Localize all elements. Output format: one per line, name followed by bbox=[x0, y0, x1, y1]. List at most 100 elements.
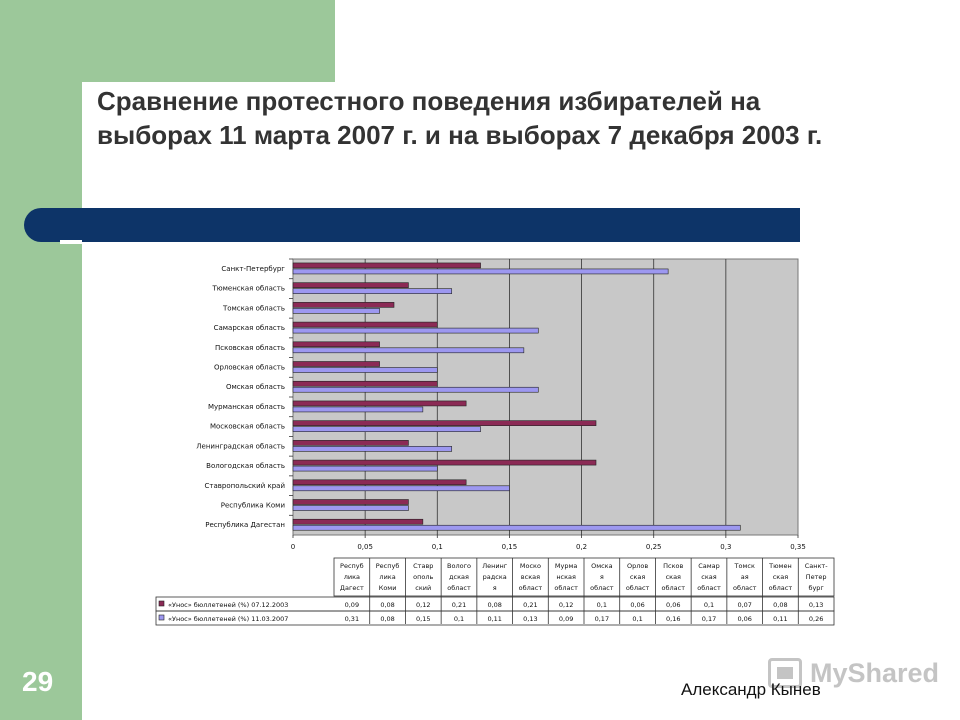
category-label: Санкт-Петербург bbox=[221, 265, 285, 273]
table-column-header: Волого bbox=[447, 562, 471, 570]
author-name: Александр Кынев bbox=[681, 680, 821, 699]
table-column-header: дская bbox=[449, 573, 469, 581]
table-cell: 0,11 bbox=[487, 615, 501, 623]
x-tick-label: 0,25 bbox=[646, 543, 662, 551]
table-cell: 0,07 bbox=[737, 601, 751, 609]
table-column-header: Дагест bbox=[340, 584, 364, 592]
table-column-header: област bbox=[733, 584, 757, 592]
table-column-header: Респуб bbox=[376, 562, 400, 570]
table-cell: 0,1 bbox=[704, 601, 714, 609]
table-column-header: Коми bbox=[379, 584, 397, 592]
table-cell: 0,08 bbox=[773, 601, 787, 609]
x-tick-label: 0,15 bbox=[502, 543, 518, 551]
table-column-header: област bbox=[554, 584, 578, 592]
bar-2007 bbox=[292, 485, 510, 492]
bar-2003 bbox=[292, 302, 395, 308]
table-cell: 0,1 bbox=[454, 615, 464, 623]
bar-2007 bbox=[292, 446, 453, 452]
title-band-notch bbox=[60, 240, 82, 244]
bar-2007 bbox=[292, 327, 539, 334]
table-cell: 0,21 bbox=[452, 601, 466, 609]
table-column-header: ская bbox=[666, 573, 681, 581]
bar-2003 bbox=[292, 341, 380, 348]
category-label: Республика Коми bbox=[221, 502, 285, 510]
bar-2003 bbox=[292, 499, 409, 505]
x-tick-label: 0 bbox=[291, 543, 295, 551]
category-label: Республика Дагестан bbox=[205, 521, 285, 529]
table-cell: 0,17 bbox=[702, 615, 716, 623]
bar-2003 bbox=[292, 440, 409, 446]
page-number: 29 bbox=[22, 666, 54, 697]
table-column-header: Орлов bbox=[627, 562, 648, 570]
bar-2007 bbox=[292, 288, 453, 294]
table-cell: 0,12 bbox=[559, 601, 573, 609]
watermark-text: MyShared bbox=[810, 658, 940, 688]
table-cell: 0,09 bbox=[559, 615, 573, 623]
category-label: Мурманская область bbox=[208, 403, 285, 411]
category-label: Московская область bbox=[210, 423, 285, 431]
bar-2003 bbox=[292, 420, 597, 426]
category-label: Самарская область bbox=[214, 324, 285, 332]
table-column-header: област bbox=[769, 584, 793, 592]
table-column-header: Томск bbox=[734, 562, 755, 570]
table-cell: 0,17 bbox=[595, 615, 609, 623]
table-column-header: Респуб bbox=[340, 562, 364, 570]
table-column-header: област bbox=[519, 584, 543, 592]
table-cell: 0,15 bbox=[416, 615, 430, 623]
table-cell: 0,11 bbox=[773, 615, 787, 623]
x-tick-label: 0,35 bbox=[790, 543, 806, 551]
bar-2007 bbox=[292, 347, 525, 354]
category-label: Омская область bbox=[226, 383, 285, 391]
bar-2007 bbox=[292, 465, 438, 472]
bar-2003 bbox=[292, 479, 467, 486]
x-tick-label: 0,1 bbox=[432, 543, 443, 551]
category-label: Томская область bbox=[222, 304, 285, 312]
bar-2007 bbox=[292, 386, 539, 393]
table-column-header: Тюмен bbox=[768, 562, 792, 570]
category-label: Ленинградская область bbox=[196, 442, 285, 450]
table-column-header: ская bbox=[701, 573, 716, 581]
table-column-header: Омска bbox=[591, 562, 613, 570]
table-cell: 0,08 bbox=[487, 601, 501, 609]
table-cell: 0,31 bbox=[345, 615, 359, 623]
table-column-header: ская bbox=[773, 573, 788, 581]
table-column-header: вская bbox=[521, 573, 540, 581]
table-column-header: Петер bbox=[806, 573, 827, 581]
table-column-header: я bbox=[600, 573, 604, 581]
bar-2003 bbox=[292, 400, 467, 407]
bar-2007 bbox=[292, 268, 669, 275]
table-cell: 0,21 bbox=[523, 601, 537, 609]
legend-swatch bbox=[158, 614, 165, 621]
table-row-label: «Унос» бюллетеней (%) 11.03.2007 bbox=[168, 615, 288, 623]
table-column-header: я bbox=[493, 584, 497, 592]
table-column-header: лика bbox=[344, 573, 360, 581]
table-column-header: област bbox=[662, 584, 686, 592]
table-column-header: Ленинг bbox=[482, 562, 508, 570]
table-row bbox=[155, 610, 835, 626]
table-column-header: област bbox=[590, 584, 614, 592]
bar-2003 bbox=[292, 262, 481, 269]
table-cell: 0,09 bbox=[345, 601, 359, 609]
table-cell: 0,13 bbox=[523, 615, 537, 623]
table-column-header: Мурма bbox=[555, 562, 577, 570]
bar-2007 bbox=[292, 367, 438, 373]
bar-2007 bbox=[292, 524, 741, 531]
category-label: Тюменская область bbox=[211, 285, 285, 293]
table-column-header: ая bbox=[741, 573, 749, 581]
table-column-header: Псков bbox=[663, 562, 683, 570]
table-cell: 0,12 bbox=[416, 601, 430, 609]
watermark-logo-icon bbox=[768, 658, 802, 688]
bar-2003 bbox=[292, 459, 597, 466]
bar-2007 bbox=[292, 406, 424, 413]
x-tick-label: 0,3 bbox=[720, 543, 731, 551]
bar-2007 bbox=[292, 308, 380, 314]
table-row-label: «Унос» бюллетеней (%) 07.12.2003 bbox=[168, 601, 288, 609]
bar-2003 bbox=[292, 282, 409, 288]
table-column-header: област bbox=[626, 584, 650, 592]
table-cell: 0,06 bbox=[666, 601, 680, 609]
x-tick-label: 0,05 bbox=[357, 543, 373, 551]
table-column-header: област bbox=[697, 584, 721, 592]
table-cell: 0,06 bbox=[737, 615, 751, 623]
table-cell: 0,08 bbox=[380, 615, 394, 623]
